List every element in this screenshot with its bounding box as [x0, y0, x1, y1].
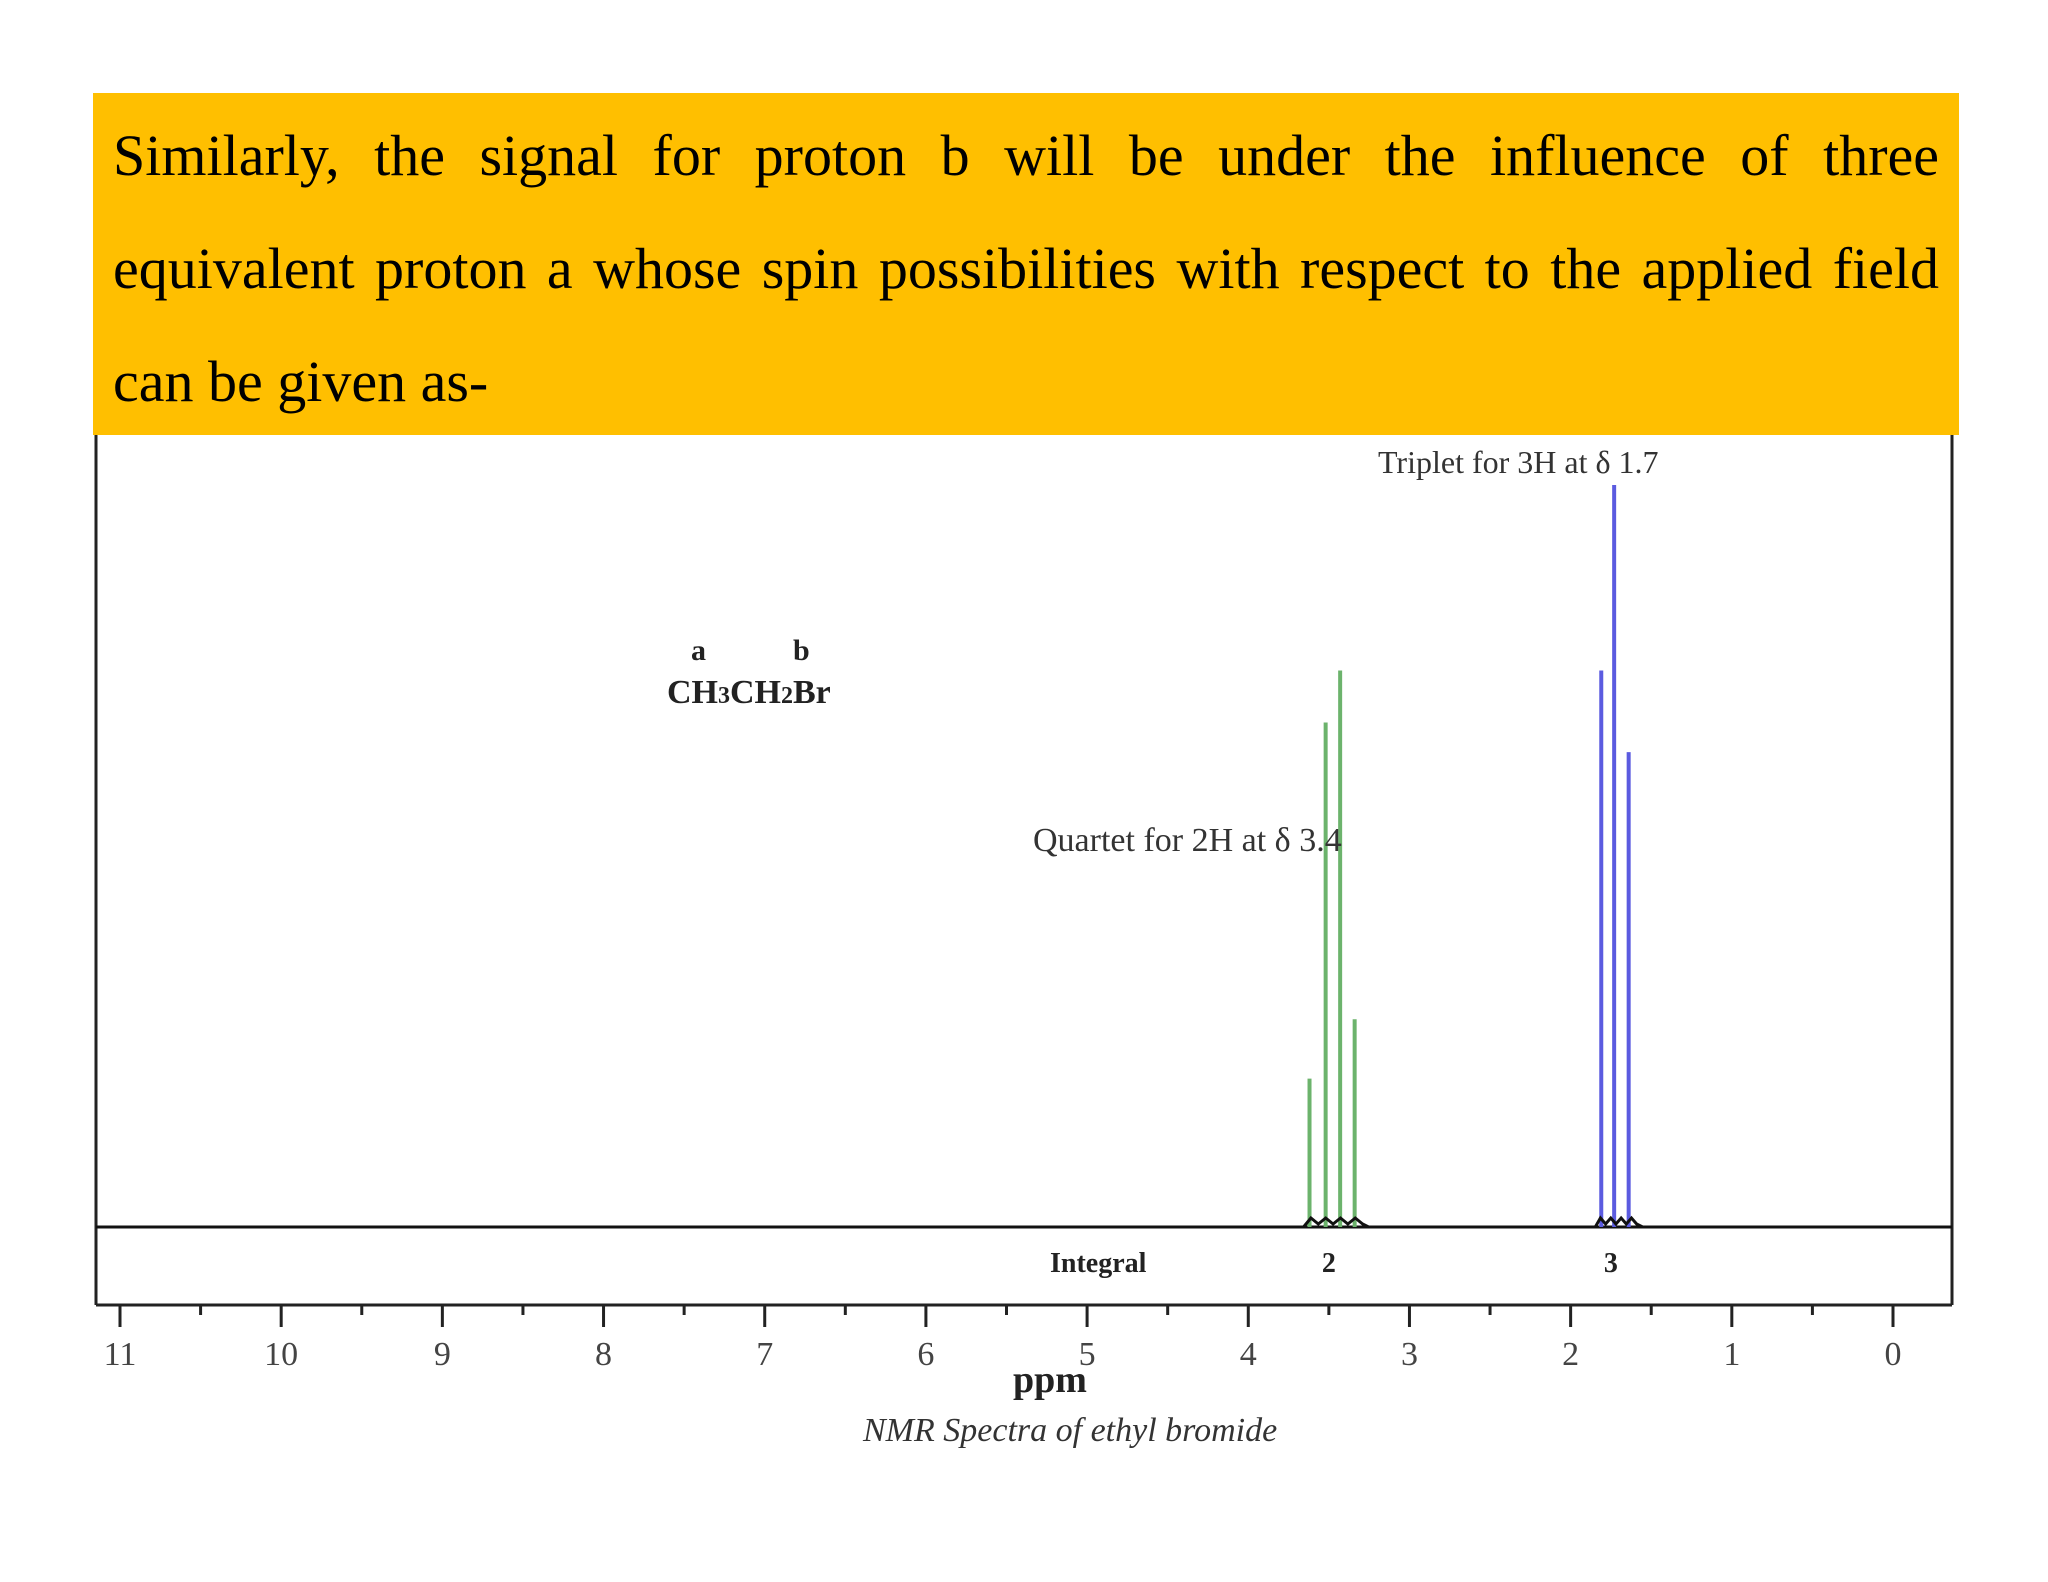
x-tick-label: 3 — [1401, 1336, 1418, 1373]
x-tick-label: 9 — [434, 1336, 451, 1373]
x-tick-label: 4 — [1240, 1336, 1257, 1373]
nmr-chart: 11 10 9 8 7 6 5 4 3 2 1 0 Triplet for 3H at δ 1.7 Q… — [94, 435, 1954, 1449]
x-tick-label: 5 — [1079, 1336, 1096, 1373]
x-tick-label: 7 — [756, 1336, 773, 1373]
x-tick-label: 2 — [1562, 1336, 1579, 1373]
x-axis-label: ppm — [1013, 1359, 1087, 1401]
nmr-figure: 11 10 9 8 7 6 5 4 3 2 1 0 Triplet for 3H at δ 1.7 Q… — [93, 435, 1959, 1491]
x-tick-label: 11 — [104, 1336, 137, 1373]
x-tick-label: 6 — [917, 1336, 934, 1373]
x-tick-labels: 11 10 9 8 7 6 5 4 3 2 1 0 — [104, 1336, 1902, 1373]
triplet-annotation: Triplet for 3H at δ 1.7 — [1378, 444, 1659, 480]
multiplet-base — [1593, 1215, 1644, 1229]
quartet-annotation: Quartet for 2H at δ 3.4 — [1033, 822, 1342, 859]
banner-text: Similarly, the signal for proton b will … — [113, 123, 1939, 414]
integral-value: 3 — [1604, 1248, 1618, 1279]
x-tick-label: 1 — [1723, 1336, 1740, 1373]
molecule-formula: CH3CH2Br — [667, 674, 831, 711]
info-banner: Similarly, the signal for proton b will … — [93, 93, 1959, 435]
chart-title: NMR Spectra of ethyl bromide — [862, 1412, 1277, 1449]
molecule-label-a: a — [691, 634, 706, 667]
x-tick-label: 10 — [264, 1336, 298, 1373]
integral-value: 2 — [1322, 1248, 1336, 1279]
x-ticks — [118, 1305, 1895, 1327]
peaks — [1302, 485, 1644, 1229]
molecule-label-b: b — [793, 634, 810, 667]
x-tick-label: 8 — [595, 1336, 612, 1373]
integral-label: Integral — [1050, 1248, 1147, 1279]
x-tick-label: 0 — [1885, 1336, 1902, 1373]
multiplet-base — [1302, 1215, 1370, 1229]
